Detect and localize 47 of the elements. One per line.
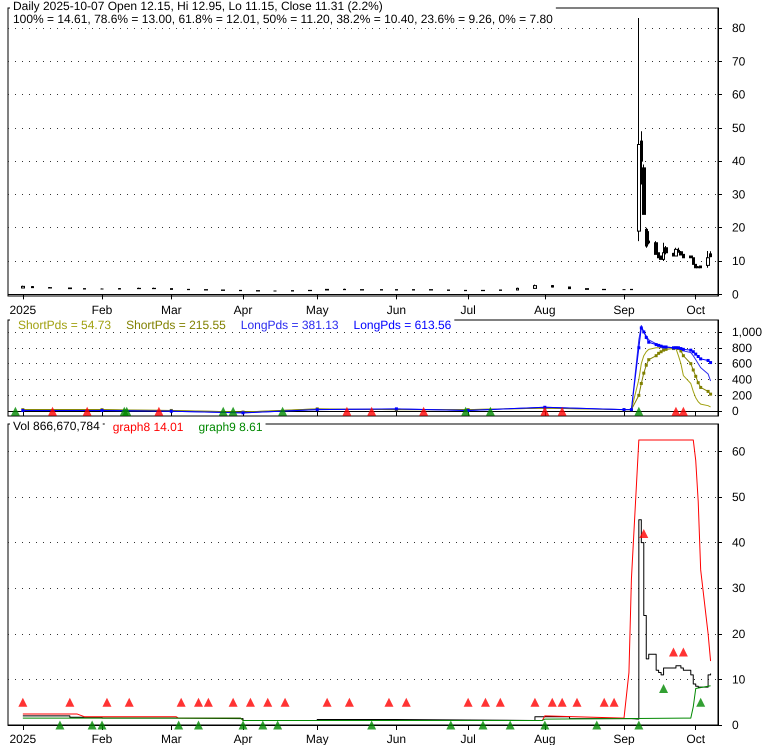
y-tick-label: 60 <box>732 88 746 102</box>
y-tick-label: 0 <box>732 718 739 732</box>
text: graph9 8.61 <box>198 420 263 434</box>
text: ShortPds = 215.55 <box>126 318 226 332</box>
x-tick-label: Jul <box>460 303 476 317</box>
x-tick-label: Jun <box>386 303 406 317</box>
y-tick-label: 70 <box>732 54 746 68</box>
y-tick-label: 20 <box>732 626 746 641</box>
chart-subtitle: 100% = 14.61, 78.6% = 13.00, 61.8% = 12.01, 50% = 11.20, 38.2% = 10.40, 23.6% = 9.26, 0% = 7.80 <box>13 12 554 26</box>
chart-title: Vol 866,670,784 <box>13 419 100 433</box>
y-tick-label: 20 <box>732 220 746 235</box>
text: LongPds = 381.13 <box>240 318 339 332</box>
x-tick-label: Mar <box>160 303 182 317</box>
y-tick-label: 60 <box>732 444 746 458</box>
x-tick-label: Jul <box>460 732 476 745</box>
y-tick-label: 10 <box>732 254 746 268</box>
y-tick-label: 600 <box>732 356 752 371</box>
x-tick-label: 2025 <box>9 303 37 317</box>
y-tick-label: 30 <box>732 187 746 202</box>
y-tick-label: 50 <box>732 120 746 135</box>
y-tick-label: 0 <box>732 404 739 418</box>
y-tick-label: 800 <box>732 340 752 355</box>
y-tick-label: 40 <box>732 154 746 168</box>
x-tick-label: Mar <box>160 732 182 745</box>
y-tick-label: 10 <box>732 672 746 686</box>
text: LongPds = 613.56 <box>354 318 452 332</box>
text: ShortPds = 54.73 <box>18 318 112 332</box>
y-tick-label: 40 <box>732 536 746 550</box>
y-tick-label: 0 <box>732 287 739 302</box>
x-tick-label: 2025 <box>9 732 37 745</box>
x-tick-label: Feb <box>92 732 113 745</box>
x-tick-label: Jun <box>386 732 406 745</box>
y-tick-label: 1,000 <box>732 324 762 339</box>
y-tick-label: 50 <box>732 490 746 504</box>
x-tick-label: Oct <box>686 732 706 745</box>
y-tick-label: 30 <box>732 581 746 596</box>
x-tick-label: Apr <box>234 303 252 317</box>
chart-title: Daily 2025-10-07 Open 12.15, Hi 12.95, Lo 11.15, Close 11.31 (2.2%) <box>13 0 383 13</box>
y-tick-label: 200 <box>732 388 752 402</box>
x-tick-label: Sep <box>613 303 635 317</box>
x-tick-label: Aug <box>534 303 556 317</box>
text: graph8 14.01 <box>112 420 184 434</box>
y-tick-label: 400 <box>732 372 752 387</box>
x-tick-label: Oct <box>686 303 706 317</box>
x-tick-label: May <box>306 303 329 317</box>
y-tick-label: 80 <box>732 20 746 35</box>
x-tick-label: Feb <box>92 303 113 317</box>
